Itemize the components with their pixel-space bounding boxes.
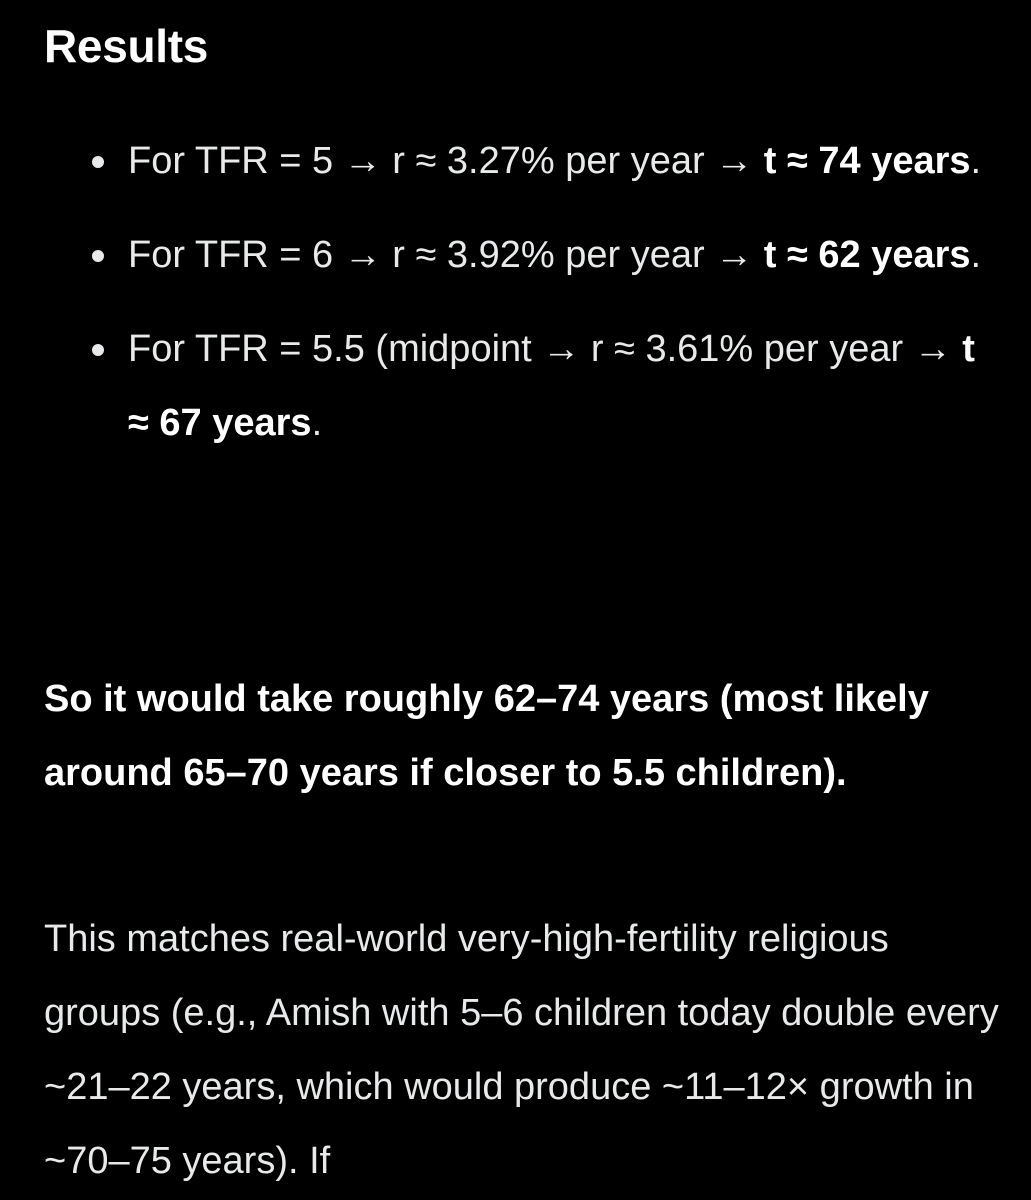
results-list: For TFR = 5 → r ≈ 3.27% per year → t ≈ 7… — [44, 124, 994, 480]
result-end: . — [970, 234, 982, 276]
body-paragraph: This matches real-world very-high-fertil… — [44, 918, 999, 1182]
list-item: For TFR = 6 → r ≈ 3.92% per year → t ≈ 6… — [44, 218, 994, 292]
list-item: For TFR = 5.5 (midpoint → r ≈ 3.61% per … — [44, 312, 994, 460]
result-end: . — [970, 140, 982, 182]
result-bold: t ≈ 74 years — [763, 140, 971, 182]
bullet-dot-icon — [92, 250, 104, 262]
results-heading: Results — [44, 20, 209, 72]
list-item: For TFR = 5 → r ≈ 3.27% per year → t ≈ 7… — [44, 124, 994, 198]
result-bold: t ≈ 67 years — [128, 328, 975, 444]
bullet-dot-icon — [92, 344, 104, 356]
result-end: . — [311, 402, 323, 444]
summary-text: So it would take roughly 62–74 years (mo… — [44, 678, 929, 794]
result-text: For TFR = 5.5 (midpoint → r ≈ 3.61% per … — [128, 328, 963, 370]
result-text: For TFR = 5 → r ≈ 3.27% per year → — [128, 140, 764, 182]
bullet-dot-icon — [92, 156, 104, 168]
result-text: For TFR = 6 → r ≈ 3.92% per year → — [128, 234, 764, 276]
result-bold: t ≈ 62 years — [763, 234, 971, 276]
